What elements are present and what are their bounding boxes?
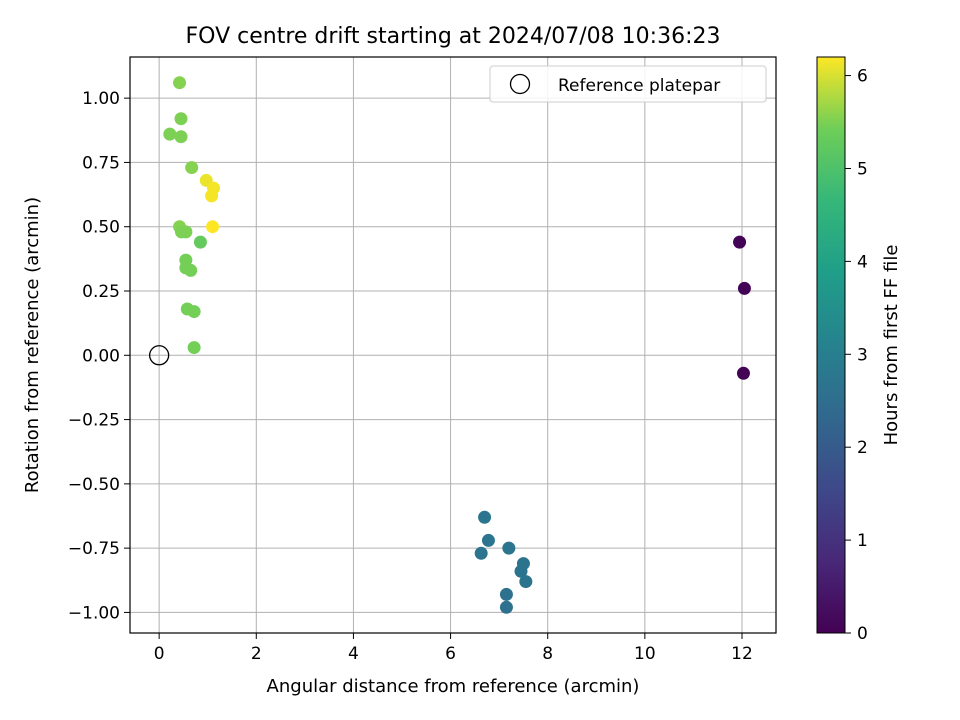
y-tick-label: 0.75 [82,153,120,173]
reference-marker-layer [148,345,170,366]
y-axis-ticks: 1.00 0.75 0.50 0.25 0.00 −0.25 −0.50 −0.75 −1.00 [68,89,130,623]
data-point [179,225,193,239]
data-point [502,541,516,555]
data-point [184,263,198,277]
x-tick-label: 6 [445,644,456,664]
colorbar-tick-label: 3 [857,345,868,365]
data-point [174,130,188,144]
y-tick-label: −1.00 [68,603,120,623]
data-point [481,533,495,547]
data-point [187,341,201,355]
y-tick-label: −0.75 [68,539,120,559]
data-point [519,575,533,589]
data-point [737,281,751,295]
legend-reference-marker [509,73,531,95]
x-tick-label: 2 [251,644,262,664]
x-tick-label: 4 [348,644,359,664]
colorbar-tick-label: 5 [857,159,868,179]
data-point [193,235,207,249]
colorbar-tick-label: 2 [857,438,868,458]
colorbar-ticks: 0 1 2 3 4 5 6 [845,67,868,644]
x-axis-label: Angular distance from reference (arcmin) [267,676,640,697]
x-axis-ticks: 0 2 4 6 8 10 12 [154,633,753,664]
data-point [185,161,199,175]
data-point [205,189,219,203]
data-point [736,366,750,380]
legend: Reference platepar [489,65,767,103]
y-tick-label: 1.00 [82,89,120,109]
grid-lines [130,57,776,633]
y-tick-label: −0.50 [68,475,120,495]
plot-frame [129,56,777,634]
data-point [174,112,188,126]
legend-reference-label: Reference platepar [558,76,720,96]
data-points [163,76,751,614]
data-point [173,76,187,90]
colorbar-tick-label: 0 [857,624,868,644]
data-point [478,510,492,524]
x-tick-label: 10 [634,644,656,664]
x-tick-label: 8 [542,644,553,664]
data-point [187,305,201,319]
reference-platepar-marker [148,345,170,366]
data-point [514,564,528,578]
colorbar [816,56,846,634]
x-tick-label: 12 [731,644,753,664]
data-point [474,546,488,560]
data-point [206,220,220,234]
colorbar-tick-label: 6 [857,67,868,87]
legend-box [489,65,767,103]
data-point [499,587,513,601]
colorbar-tick-label: 4 [857,252,868,272]
y-tick-label: 0.50 [82,218,120,238]
x-tick-label: 0 [154,644,165,664]
colorbar-label: Hours from first FF file [881,245,902,446]
chart-title: FOV centre drift starting at 2024/07/08 … [186,24,721,49]
y-tick-label: −0.25 [68,411,120,431]
data-point [733,235,747,249]
y-tick-label: 0.00 [82,346,120,366]
y-tick-label: 0.25 [82,282,120,302]
colorbar-tick-label: 1 [857,531,868,551]
data-point [499,600,513,614]
data-point [163,127,177,141]
y-axis-label: Rotation from reference (arcmin) [22,197,43,493]
